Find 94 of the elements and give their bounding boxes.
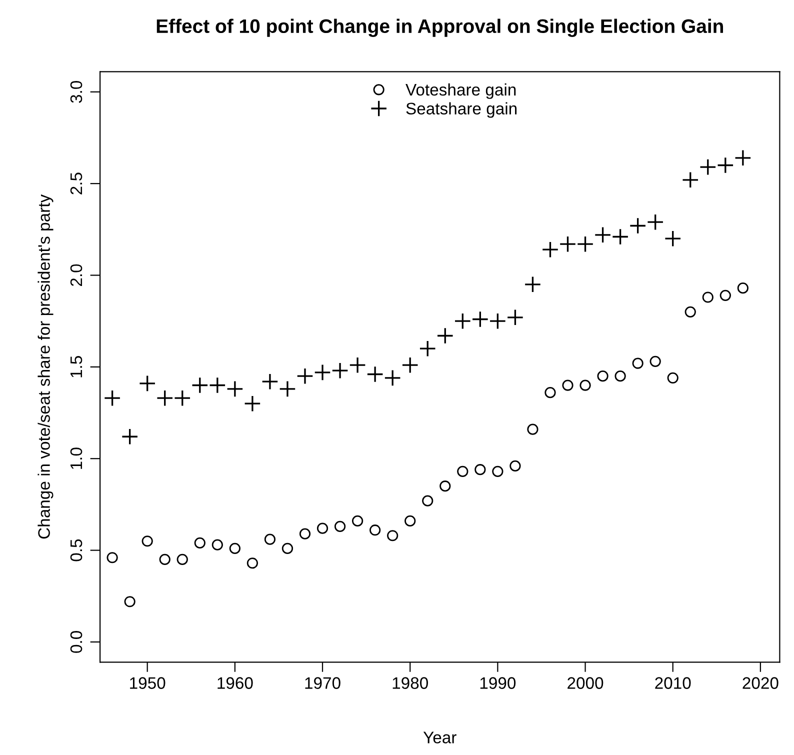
point — [138, 374, 156, 392]
point — [296, 368, 314, 385]
point — [580, 380, 591, 391]
point — [246, 558, 258, 569]
point — [454, 312, 472, 330]
x-tick-label: 1970 — [305, 677, 340, 689]
point — [650, 356, 661, 367]
y-tick-label: 0.5 — [70, 539, 82, 562]
point — [457, 466, 468, 477]
legend-label: Voteshare gain — [406, 83, 516, 99]
point — [492, 466, 504, 477]
point — [316, 522, 328, 534]
point — [387, 530, 398, 542]
point — [737, 282, 748, 294]
x-tick-label: 2020 — [742, 677, 778, 689]
point — [349, 356, 366, 374]
point — [436, 327, 454, 344]
point — [106, 552, 118, 564]
point — [264, 534, 276, 545]
point — [614, 370, 626, 382]
chart-title: Effect of 10 point Change in Approval on Single Election Gain — [156, 18, 723, 37]
x-tick-label: 2010 — [655, 677, 691, 689]
y-tick-label: 1.5 — [70, 356, 82, 378]
point — [422, 495, 434, 506]
point — [121, 428, 138, 446]
point — [212, 539, 223, 550]
point — [402, 356, 419, 374]
point — [229, 542, 240, 554]
point — [734, 149, 752, 166]
point — [174, 390, 191, 407]
x-tick-label: 1980 — [392, 677, 428, 689]
point — [142, 536, 153, 547]
point — [646, 214, 664, 231]
x-tick-label: 1950 — [130, 677, 166, 689]
point — [489, 312, 506, 330]
point — [474, 464, 486, 476]
point — [576, 236, 594, 253]
point — [104, 390, 121, 407]
point — [506, 308, 524, 326]
point — [156, 390, 174, 407]
point — [667, 372, 678, 384]
point — [194, 537, 206, 549]
point — [594, 226, 612, 244]
point — [664, 230, 682, 248]
point — [332, 362, 348, 380]
point — [612, 228, 629, 246]
point — [226, 380, 244, 398]
point — [159, 554, 170, 566]
point — [524, 276, 542, 293]
point — [702, 292, 714, 303]
point — [629, 217, 646, 234]
point — [682, 171, 699, 188]
point — [352, 515, 364, 527]
y-tick-label: 1.0 — [70, 448, 82, 469]
x-tick-label: 1990 — [480, 677, 516, 689]
x-tick-label: 2000 — [568, 677, 604, 689]
point — [720, 290, 731, 301]
point — [684, 306, 696, 318]
x-axis-title: Year — [423, 732, 456, 744]
point — [440, 480, 451, 492]
point — [208, 376, 226, 394]
y-tick-label: 0.0 — [70, 631, 82, 653]
point — [299, 528, 311, 540]
point — [716, 156, 734, 174]
point — [510, 460, 521, 472]
point — [366, 366, 384, 383]
point — [542, 241, 559, 258]
point — [261, 373, 278, 390]
point — [404, 515, 416, 527]
point — [384, 369, 402, 386]
point — [544, 387, 556, 398]
point — [370, 524, 381, 536]
point — [562, 380, 574, 391]
y-tick-label: 3.0 — [70, 80, 82, 103]
y-axis-title: Change in vote/seat share for president's party — [38, 194, 54, 539]
point — [597, 370, 608, 382]
point — [176, 554, 188, 566]
point — [559, 236, 576, 253]
point — [419, 340, 436, 358]
point — [314, 364, 331, 381]
point — [279, 380, 296, 398]
point — [282, 542, 294, 554]
legend-label: Seatshare gain — [406, 102, 517, 118]
y-tick-label: 2.0 — [70, 264, 82, 286]
point — [527, 424, 538, 435]
point — [699, 158, 716, 176]
point — [632, 358, 644, 369]
point — [472, 310, 489, 328]
point — [244, 395, 261, 412]
point — [334, 520, 346, 532]
x-tick-label: 1960 — [218, 677, 253, 689]
point — [124, 596, 136, 608]
point — [191, 376, 208, 394]
y-tick-label: 2.5 — [70, 172, 82, 194]
